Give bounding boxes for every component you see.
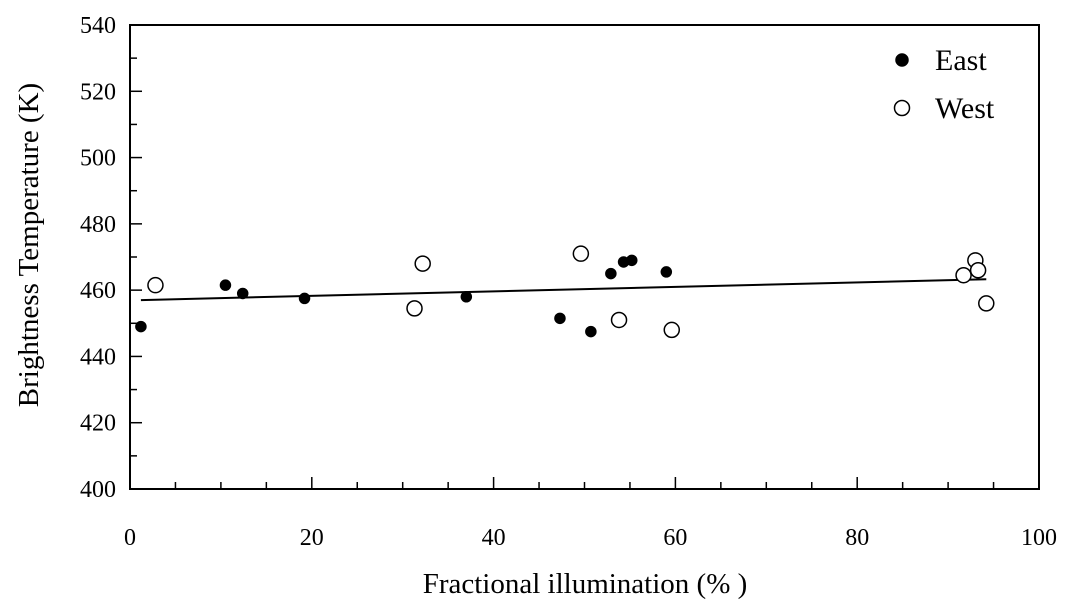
y-tick-label: 540 [80,13,116,39]
x-tick-label: 40 [482,525,506,551]
legend-marker-west [893,99,911,117]
west-point [414,255,431,272]
west-point [610,311,628,329]
trendline-layer [140,278,987,302]
x-axis-title: Fractional illumination (% ) [423,568,748,600]
y-tick-label: 420 [80,411,116,437]
y-tick-label: 460 [80,278,116,304]
legend-label-west: West [935,92,995,125]
y-tick-label: 400 [80,477,116,503]
west-point [969,262,987,279]
west-point [147,276,164,294]
x-axis: 0 20 40 60 80 100 [124,477,1057,551]
east-point [236,287,249,300]
west-point [572,245,590,262]
east-point [626,254,638,267]
y-tick-label: 520 [80,79,116,105]
x-tick-label: 20 [300,525,324,551]
legend-marker-east [895,53,909,67]
y-axis: 400 420 440 460 480 500 520 540 [80,13,142,503]
x-tick-label: 60 [663,525,687,551]
x-tick-label: 0 [124,525,136,551]
west-point [406,300,423,317]
legend-label-east: East [935,44,987,77]
y-axis-title: Brightness Temperature (K) [13,83,45,407]
east-point [605,267,617,280]
east-point [460,291,473,303]
east-point [585,325,597,338]
y-tick-label: 440 [80,344,116,370]
x-tick-label: 80 [845,525,869,551]
east-point [219,279,232,291]
west-point [955,266,972,284]
west-point [663,321,681,339]
east-point [554,312,566,325]
west-point [978,295,995,312]
y-tick-label: 500 [80,146,116,172]
data-points [135,245,995,339]
east-point [298,292,311,305]
linear-trendline [140,278,987,302]
east-point [660,266,673,278]
east-point [135,320,147,333]
x-tick-label: 100 [1021,525,1057,551]
y-tick-label: 480 [80,212,116,238]
legend: East West [893,44,995,125]
